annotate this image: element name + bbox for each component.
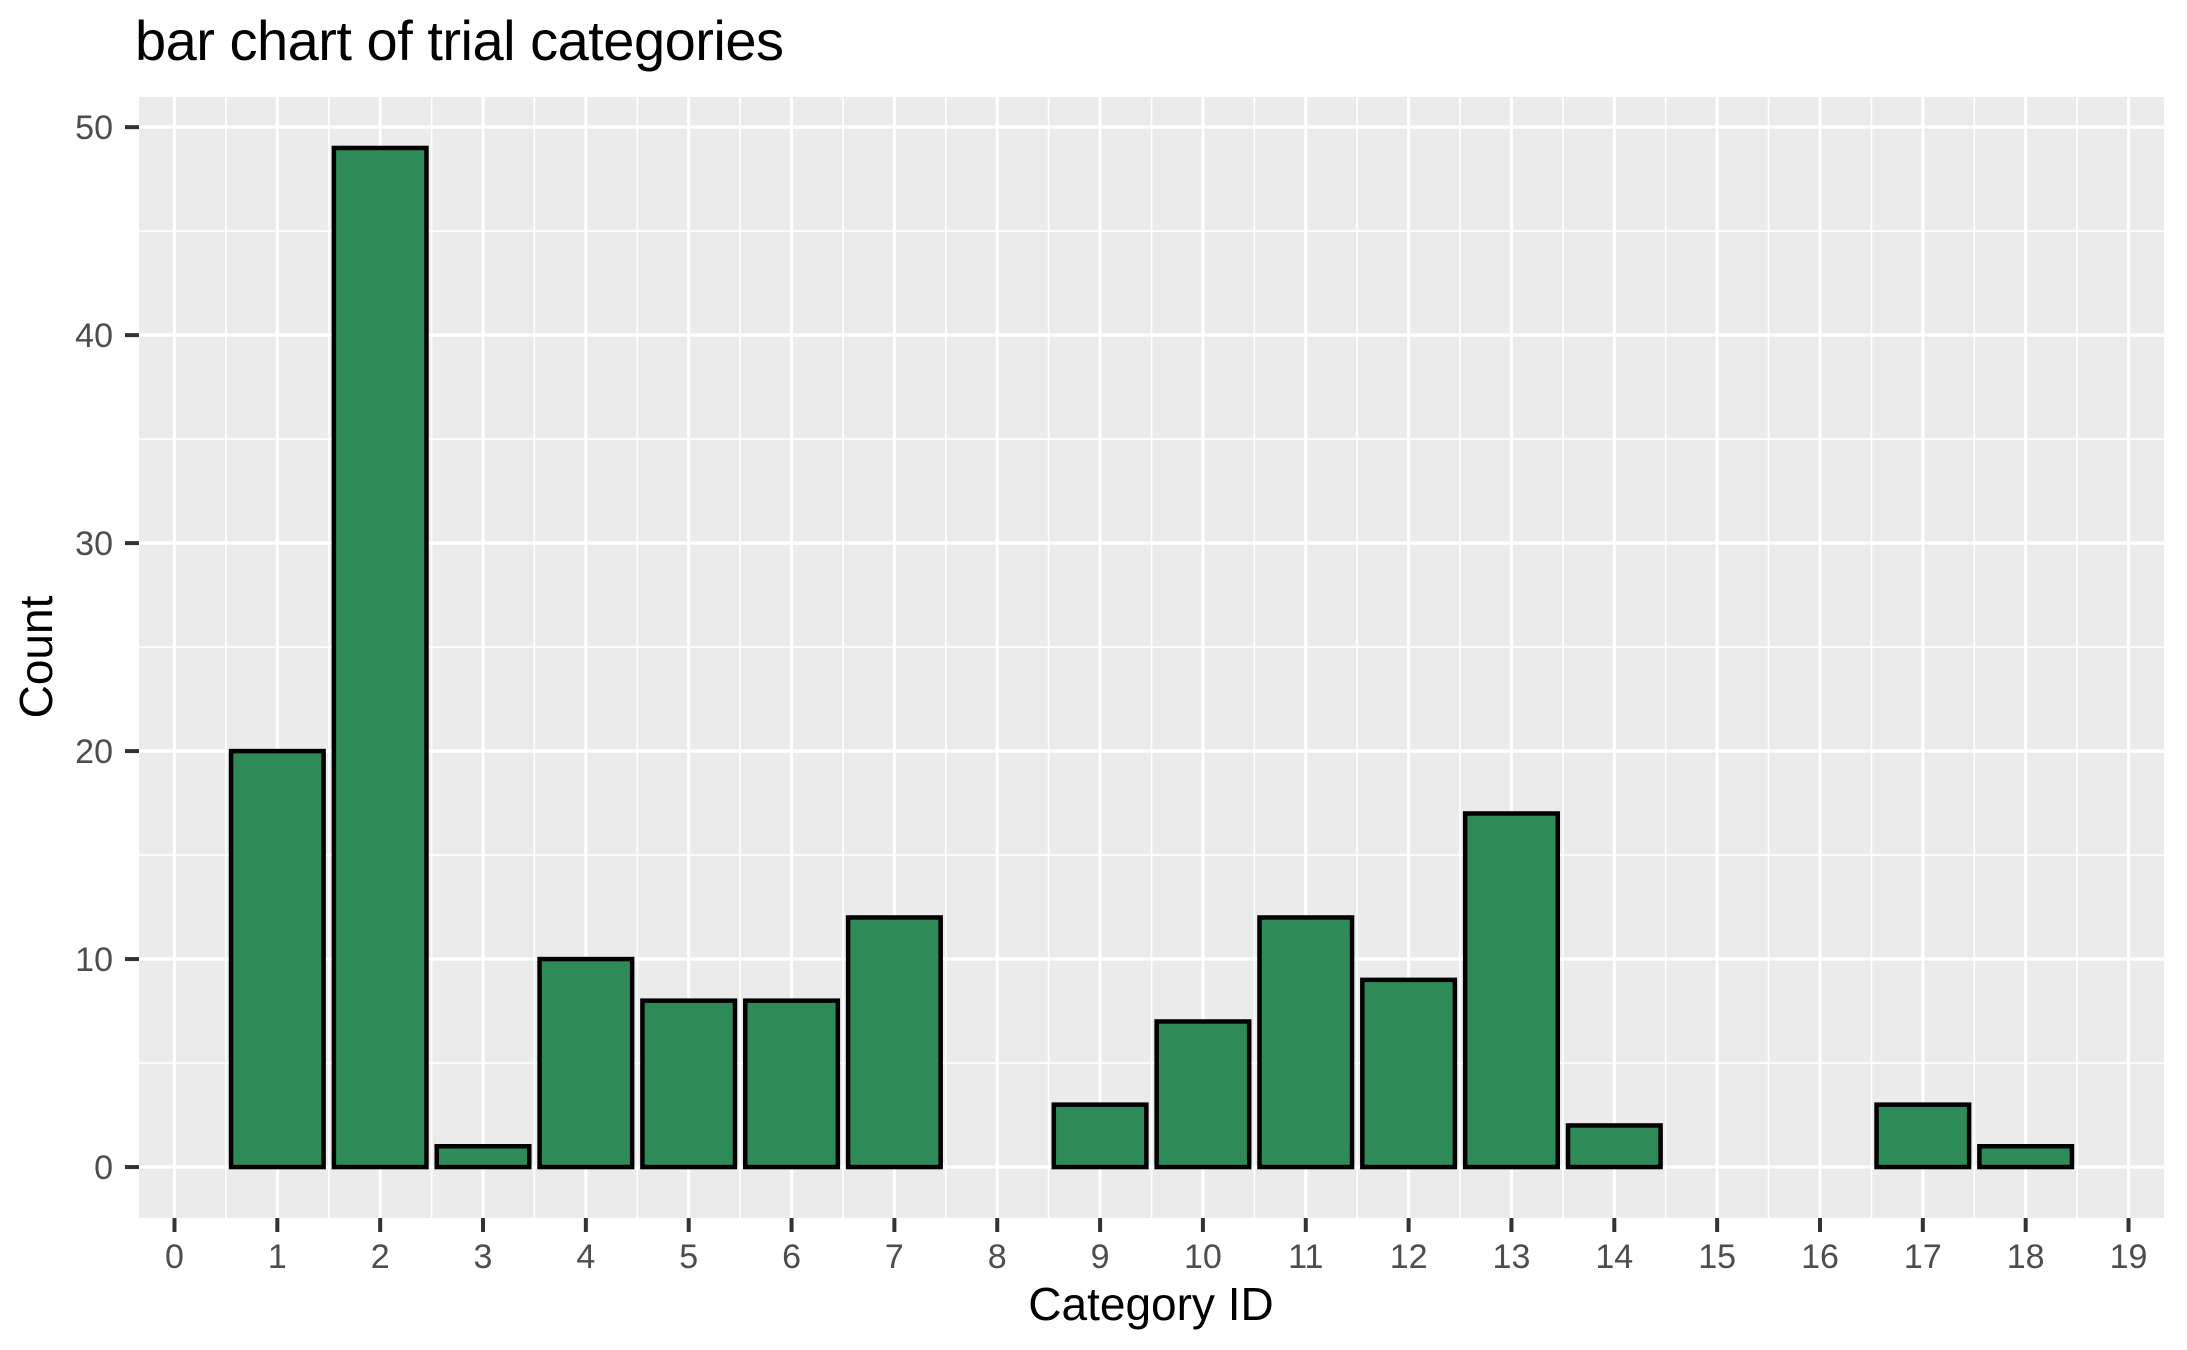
x-tick-label: 13 bbox=[1493, 1238, 1531, 1276]
x-tick-label: 19 bbox=[2110, 1238, 2148, 1276]
x-tick-label: 7 bbox=[885, 1238, 904, 1276]
y-tick-label: 30 bbox=[75, 525, 113, 563]
y-axis-title: Count bbox=[10, 595, 62, 719]
x-tick-label: 12 bbox=[1390, 1238, 1428, 1276]
x-tick-label: 15 bbox=[1698, 1238, 1736, 1276]
x-tick-label: 16 bbox=[1801, 1238, 1839, 1276]
x-tick-label: 11 bbox=[1288, 1238, 1323, 1276]
y-tick-label: 0 bbox=[94, 1149, 113, 1187]
x-tick-label: 5 bbox=[679, 1238, 698, 1276]
bar-category-17 bbox=[1874, 1102, 1972, 1170]
x-tick-label: 0 bbox=[165, 1238, 184, 1276]
x-tick-label: 3 bbox=[474, 1238, 493, 1276]
x-tick-label: 1 bbox=[268, 1238, 287, 1276]
y-tick-label: 50 bbox=[75, 109, 113, 147]
x-tick-label: 4 bbox=[576, 1238, 595, 1276]
bar-category-2 bbox=[331, 145, 429, 1170]
y-tick-label: 10 bbox=[75, 941, 113, 979]
x-tick-label: 6 bbox=[782, 1238, 801, 1276]
x-tick-label: 18 bbox=[2007, 1238, 2045, 1276]
y-tick-label: 40 bbox=[75, 317, 113, 355]
x-axis-title: Category ID bbox=[1028, 1278, 1274, 1330]
bar-category-7 bbox=[845, 915, 943, 1170]
x-tick-label: 8 bbox=[988, 1238, 1007, 1276]
bar-category-4 bbox=[537, 956, 635, 1170]
x-tick-label: 14 bbox=[1595, 1238, 1633, 1276]
bar-category-6 bbox=[743, 998, 841, 1170]
bar-category-10 bbox=[1154, 1019, 1252, 1170]
bar-category-11 bbox=[1257, 915, 1355, 1170]
x-tick-label: 10 bbox=[1184, 1238, 1222, 1276]
chart-title: bar chart of trial categories bbox=[135, 9, 784, 72]
bar-category-3 bbox=[434, 1143, 532, 1170]
bar-category-18 bbox=[1977, 1143, 2075, 1170]
y-tick-label: 20 bbox=[75, 733, 113, 771]
bar-category-14 bbox=[1565, 1123, 1663, 1170]
bar-category-12 bbox=[1360, 977, 1458, 1170]
bar-category-5 bbox=[640, 998, 738, 1170]
bar-category-1 bbox=[228, 748, 326, 1170]
bar-category-13 bbox=[1462, 811, 1560, 1170]
bar-category-9 bbox=[1051, 1102, 1149, 1170]
x-tick-label: 9 bbox=[1091, 1238, 1110, 1276]
x-tick-label: 17 bbox=[1904, 1238, 1942, 1276]
x-tick-label: 2 bbox=[371, 1238, 390, 1276]
